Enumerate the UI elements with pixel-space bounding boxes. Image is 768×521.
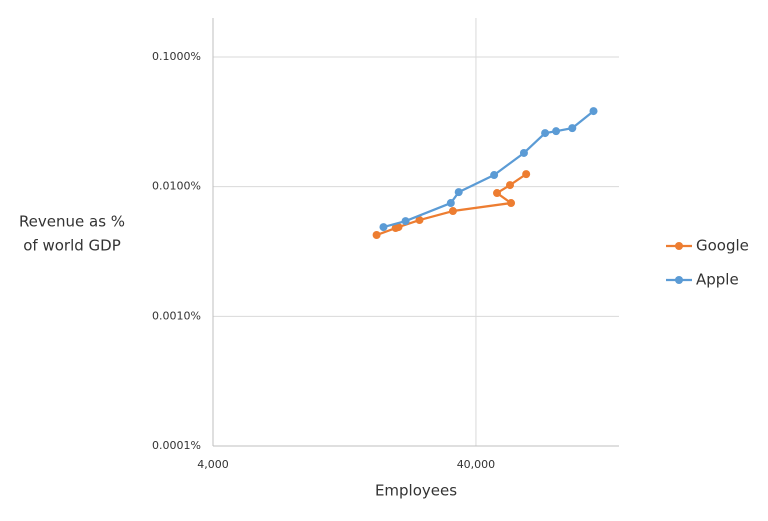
legend-label: Google (696, 237, 749, 255)
data-point (506, 181, 515, 190)
x-axis-label: Employees (375, 482, 457, 500)
legend-label: Apple (696, 271, 739, 289)
data-point (552, 127, 561, 136)
data-point (401, 217, 410, 226)
data-point (448, 207, 457, 216)
data-point (541, 129, 550, 138)
data-point (454, 188, 463, 197)
data-point (379, 223, 388, 232)
legend-marker (675, 242, 683, 250)
y-tick-label: 0.0100% (152, 180, 201, 193)
data-point (568, 124, 577, 133)
data-point (372, 231, 381, 240)
data-point (589, 107, 598, 116)
data-point (490, 171, 499, 180)
x-tick-label: 4,000 (197, 458, 229, 471)
y-axis-label: of world GDP (23, 237, 121, 255)
legend-marker (675, 276, 683, 284)
y-tick-label: 0.0001% (152, 439, 201, 452)
y-tick-label: 0.0010% (152, 309, 201, 322)
data-point (415, 216, 424, 225)
data-point (507, 199, 516, 208)
data-point (522, 170, 531, 179)
data-point (519, 148, 528, 157)
y-axis-label: Revenue as % (19, 213, 125, 231)
y-tick-label: 0.1000% (152, 50, 201, 63)
data-point (446, 199, 455, 208)
data-point (492, 189, 501, 198)
series-line (383, 110, 595, 229)
x-tick-label: 40,000 (457, 458, 496, 471)
data-point (394, 223, 403, 232)
